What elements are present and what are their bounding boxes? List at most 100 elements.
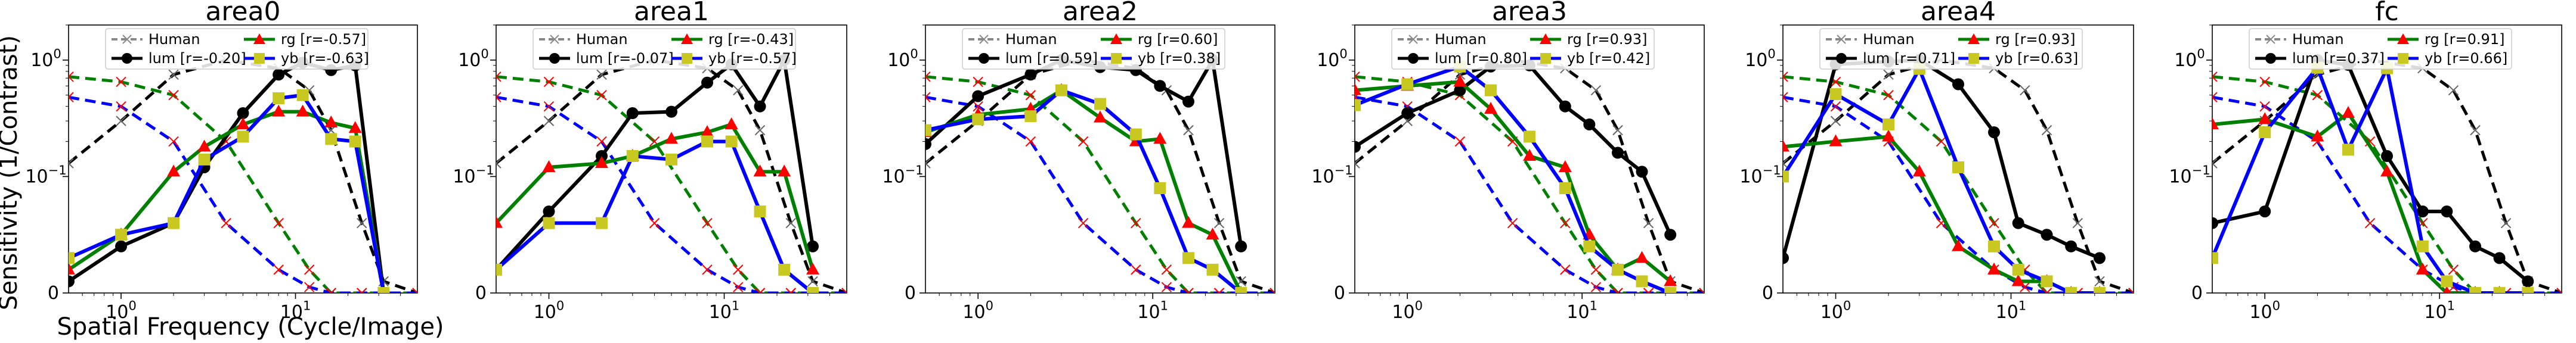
panels: area0 0 10−1 100 100 101 Human lum [r=-0.20] rg … xyxy=(25,0,2562,323)
series-point-yb xyxy=(2469,287,2482,293)
human-point xyxy=(596,136,607,147)
series-point-rg xyxy=(324,116,338,128)
human-point xyxy=(1883,90,1894,101)
series-point-rg xyxy=(2380,164,2394,177)
series-point-yb xyxy=(1235,287,1247,293)
series-point-yb xyxy=(1484,84,1497,96)
series-point-rg xyxy=(1912,164,1926,177)
human-point xyxy=(1612,288,1623,293)
human-point xyxy=(596,90,607,101)
series-point-lum xyxy=(807,240,819,252)
series-point-rg xyxy=(2416,262,2429,275)
series-point-yb xyxy=(596,217,608,229)
human-point xyxy=(702,217,713,229)
human-point xyxy=(702,264,713,275)
human-point xyxy=(2128,288,2134,293)
series-point-yb xyxy=(2012,263,2024,276)
legend-marker-lum xyxy=(2265,53,2276,64)
human-point xyxy=(357,288,367,293)
series-point-lum xyxy=(1401,107,1414,120)
legend-label-human: Human xyxy=(2292,31,2344,48)
human-point xyxy=(733,264,744,275)
series-line-rg xyxy=(1783,135,2100,293)
series-point-yb xyxy=(69,252,75,264)
series-point-rg xyxy=(348,121,362,133)
human-point xyxy=(1131,217,1141,229)
panel-3: area3 0 10−1 100 100 101 Human lum [r=0.80] rg [… xyxy=(1311,0,1705,323)
series-point-rg xyxy=(1664,274,1677,286)
human-point xyxy=(2259,76,2270,88)
human-point xyxy=(1270,288,1275,293)
human-point xyxy=(754,124,766,136)
series-point-yb xyxy=(1636,275,1648,288)
legend-label-human: Human xyxy=(1005,31,1057,48)
ytick-label: 10−1 xyxy=(25,163,66,188)
ytick-label: 100 xyxy=(30,46,61,71)
series-point-lum xyxy=(1154,80,1166,92)
ytick-label: 100 xyxy=(1317,46,1348,71)
legend-label-lum: lum [r=-0.07] xyxy=(576,50,674,67)
series-point-yb xyxy=(1129,128,1142,141)
series-point-lum xyxy=(273,68,285,81)
legend-marker-lum xyxy=(979,53,989,64)
series-point-rg xyxy=(167,164,181,177)
human-point xyxy=(1507,217,1518,229)
series-point-rg xyxy=(1952,239,1965,251)
human-point xyxy=(168,90,179,101)
xtick-label: 100 xyxy=(1820,299,1852,323)
series-point-yb xyxy=(626,149,639,162)
ytick-label: 10−1 xyxy=(882,163,923,188)
xtick-label: 100 xyxy=(962,299,993,323)
ytick-label: 0 xyxy=(475,283,487,304)
series-point-lum xyxy=(2469,240,2482,252)
human-point xyxy=(1783,71,1788,82)
human-point xyxy=(754,288,766,293)
series-point-yb xyxy=(807,287,819,293)
legend-label-yb: yb [r=0.63] xyxy=(1995,50,2078,67)
human-point xyxy=(1454,136,1466,147)
series-point-rg xyxy=(1453,74,1467,87)
legend-label-human: Human xyxy=(1435,31,1487,48)
series-line-lum xyxy=(925,55,1243,247)
human-line-rg xyxy=(69,75,417,293)
human-point xyxy=(1560,264,1571,275)
series-point-yb xyxy=(2259,126,2271,139)
human-point xyxy=(69,92,74,102)
human-point xyxy=(973,101,983,112)
xtick-label: 100 xyxy=(534,299,565,323)
human-point xyxy=(1590,85,1602,96)
legend-label-rg: rg [r=-0.43] xyxy=(708,31,794,48)
series-point-yb xyxy=(1094,98,1106,110)
human-point xyxy=(1078,217,1089,229)
human-line-yb xyxy=(925,95,1275,293)
legend-label-human: Human xyxy=(1863,31,1915,48)
legend-label-human: Human xyxy=(148,31,200,48)
series-point-rg xyxy=(1153,132,1167,144)
series-point-yb xyxy=(754,205,766,218)
human-point xyxy=(168,69,179,80)
legend-label-rg: rg [r=0.93] xyxy=(1995,31,2075,48)
human-point xyxy=(1830,101,1841,112)
series-line-yb xyxy=(69,93,386,293)
series-point-yb xyxy=(1182,252,1195,264)
human-point xyxy=(2041,288,2052,293)
legend-marker-lum xyxy=(1408,53,1419,64)
series-point-yb xyxy=(1206,263,1219,276)
legend-marker-lum xyxy=(1836,53,1847,64)
figure-xlabel: Spatial Frequency (Cycle/Image) xyxy=(57,313,444,341)
legend-label-rg: rg [r=0.91] xyxy=(2425,31,2504,48)
series-point-yb xyxy=(1024,110,1037,123)
series-point-rg xyxy=(1783,139,1789,152)
human-point xyxy=(2041,124,2052,136)
plot-area xyxy=(1783,54,2134,293)
ytick-label: 0 xyxy=(2191,283,2203,304)
human-point xyxy=(2448,85,2459,96)
series-point-yb xyxy=(1952,161,1964,173)
legend-marker-human xyxy=(122,35,132,44)
series-point-lum xyxy=(1952,78,1964,91)
legend: Human lum [r=0.37] rg [r=0.91] yb [r=0.66] xyxy=(2249,28,2512,70)
series-point-rg xyxy=(1094,110,1107,123)
series-point-yb xyxy=(2065,287,2077,293)
legend-marker-rg xyxy=(1110,33,1122,44)
series-point-lum xyxy=(1182,95,1195,108)
